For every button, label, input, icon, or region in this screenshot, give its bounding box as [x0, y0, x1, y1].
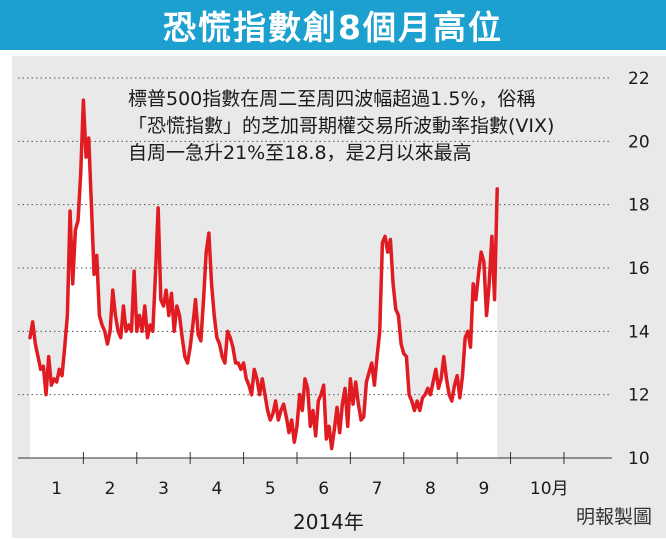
- x-tick-label: 7: [372, 479, 383, 499]
- x-tick-label: 6: [318, 479, 329, 499]
- x-tick-label: 10月: [530, 479, 569, 499]
- y-tick-label: 14: [628, 322, 650, 342]
- x-tick-label: 2: [105, 479, 116, 499]
- y-tick-label: 16: [628, 259, 650, 279]
- y-tick-label: 20: [628, 132, 650, 152]
- x-tick-label: 5: [265, 479, 276, 499]
- x-tick-label: 8: [425, 479, 436, 499]
- y-tick-label: 18: [628, 196, 650, 216]
- x-axis-label: 2014年: [293, 510, 364, 534]
- y-tick-label: 12: [628, 386, 650, 406]
- series-line: [28, 98, 499, 451]
- y-tick-label: 22: [628, 69, 650, 89]
- series-area: [30, 100, 498, 459]
- annotation-text: 標普500指數在周二至周四波幅超過1.5%，俗稱「恐慌指數」的芝加哥期權交易所波…: [128, 88, 555, 164]
- chart-title: 恐慌指數創8個月高位: [163, 8, 503, 47]
- x-tick-label: 9: [478, 479, 489, 499]
- x-tick-label: 4: [211, 479, 222, 499]
- y-tick-label: 10: [628, 449, 650, 469]
- x-tick-label: 3: [158, 479, 169, 499]
- title-bar: 恐慌指數創8個月高位: [0, 0, 666, 50]
- credit-text: 明報製圖: [575, 506, 652, 528]
- x-tick-label: 1: [51, 479, 62, 499]
